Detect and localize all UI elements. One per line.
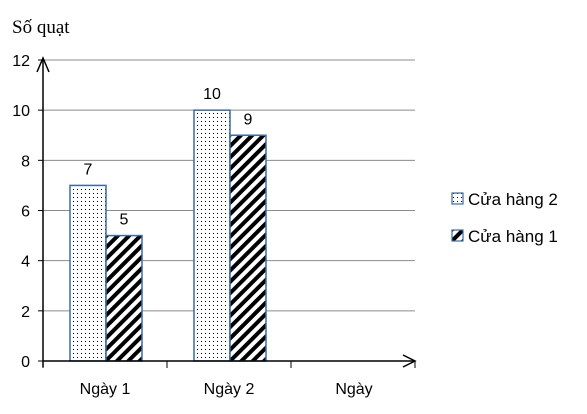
bar — [193, 109, 231, 362]
bar — [105, 234, 143, 362]
data-label: 7 — [84, 161, 93, 178]
axes — [36, 56, 417, 368]
bars — [69, 109, 267, 362]
data-label: 9 — [244, 111, 253, 128]
legend-swatch — [451, 192, 464, 205]
data-label: 5 — [120, 212, 129, 229]
y-tick-label: 2 — [21, 304, 30, 321]
y-tick-label: 6 — [21, 204, 30, 221]
legend-label: Cửa hàng 2 — [468, 190, 558, 209]
legend-swatch — [451, 229, 464, 242]
x-tick-label: Ngày 1 — [80, 381, 131, 398]
y-tick-label: 8 — [21, 153, 30, 170]
y-tick-label: 4 — [21, 254, 30, 271]
bar — [229, 134, 267, 362]
labels: 0 2 4 6 8 10 12 Ngày 1 7 5 Ngày 2 10 9 — [12, 53, 254, 398]
bar — [69, 184, 107, 362]
legend-label: Cửa hàng 1 — [468, 227, 558, 246]
legend: Cửa hàng 2 Cửa hàng 1 — [451, 190, 558, 246]
y-tick-label: 0 — [21, 354, 30, 371]
y-tick-label: 12 — [12, 53, 30, 70]
x-axis-title: Ngày — [335, 381, 372, 398]
y-axis-arrow — [36, 56, 50, 73]
data-label: 10 — [203, 86, 221, 103]
y-tick-label: 10 — [12, 103, 30, 120]
y-axis-title: Số quạt — [12, 17, 70, 38]
x-tick-label: Ngày 2 — [204, 381, 255, 398]
